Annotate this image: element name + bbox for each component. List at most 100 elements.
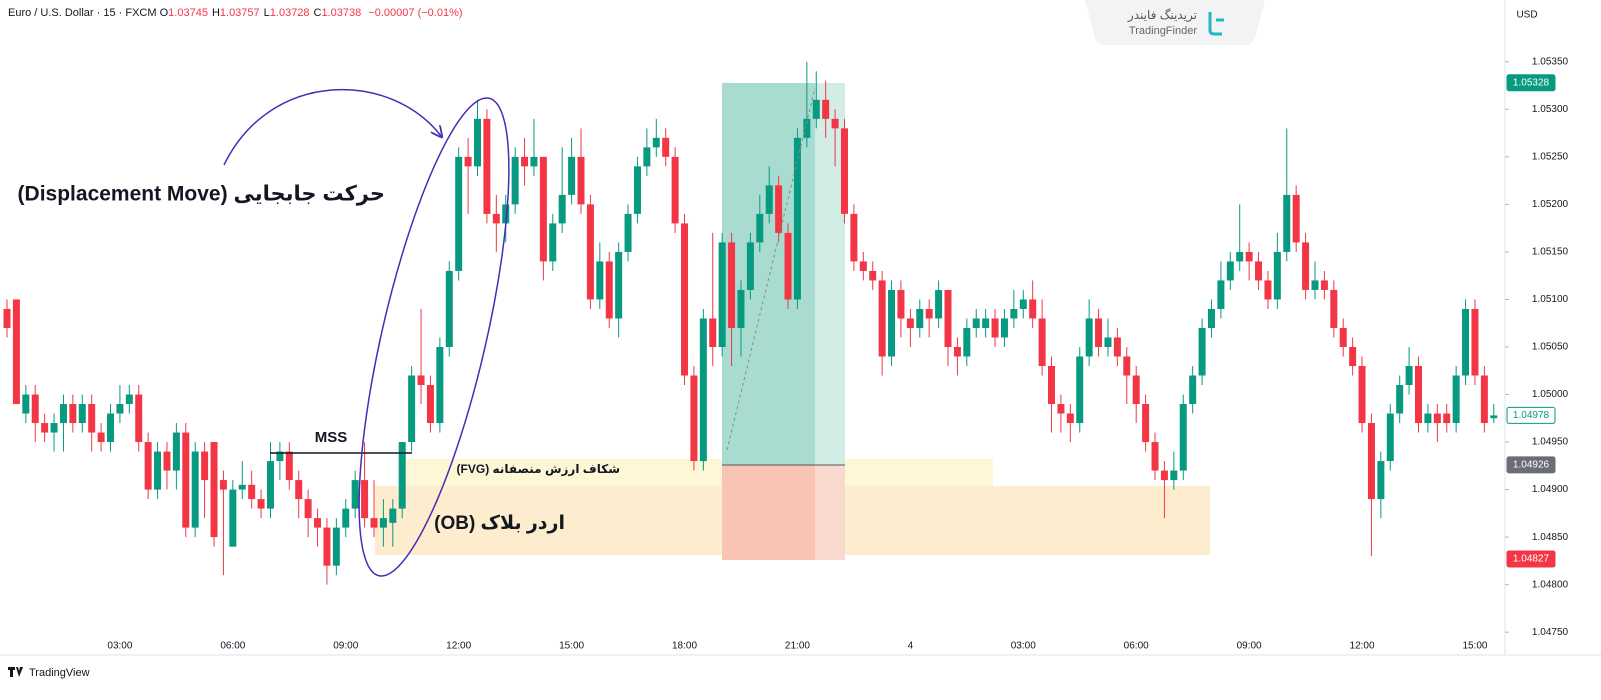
ohlc-value: 1.03738 xyxy=(321,7,362,19)
y-tick-label: 1.04950 xyxy=(1532,437,1569,448)
candle-body xyxy=(840,128,848,214)
candle-body xyxy=(1236,251,1244,262)
position-profit-extension xyxy=(815,83,845,465)
candle-body xyxy=(1076,356,1084,424)
candle-body xyxy=(991,318,999,338)
price-marker-label: 1.04926 xyxy=(1513,460,1550,471)
y-tick-label: 1.05350 xyxy=(1532,56,1569,67)
candle-body xyxy=(154,451,162,490)
candle-body xyxy=(982,318,990,328)
candle-body xyxy=(295,480,303,500)
candle-body xyxy=(342,508,350,528)
x-tick-label: 4 xyxy=(908,641,914,652)
candle-body xyxy=(859,261,867,271)
candle-body xyxy=(784,232,792,300)
currency: USD xyxy=(1516,10,1537,21)
candle-body xyxy=(1462,308,1470,376)
candle-body xyxy=(436,346,444,424)
candle-body xyxy=(417,375,425,386)
brand-fa: تریدینگ فایندر xyxy=(1127,8,1197,23)
candle-body xyxy=(972,318,980,328)
candle-body xyxy=(1151,442,1159,471)
watermark: تریدینگ فایندر TradingFinder xyxy=(1085,0,1265,45)
candle-body xyxy=(878,280,886,357)
candle-body xyxy=(229,489,237,547)
candle-body xyxy=(925,308,933,319)
candle-body xyxy=(1207,308,1215,328)
candle-body xyxy=(59,404,67,424)
candle-body xyxy=(746,242,754,290)
candle-body xyxy=(172,432,180,471)
position-loss-extension xyxy=(815,465,845,560)
brand-logo xyxy=(1208,12,1224,36)
candle-body xyxy=(850,213,858,262)
candle-body xyxy=(1283,194,1291,252)
drawings xyxy=(375,83,1210,560)
candle-body xyxy=(97,432,105,443)
candle-body xyxy=(897,289,905,319)
candle-body xyxy=(332,527,340,566)
symbol-header: Euro / U.S. Dollar · 15 · FXCM O1.03745 H… xyxy=(8,7,467,19)
displacement-label: حرکت جابجایی (Displacement Move) xyxy=(18,183,385,206)
candle-body xyxy=(266,461,274,509)
candle-body xyxy=(12,299,20,405)
candle-body xyxy=(624,213,632,252)
price-marker-label: 1.04978 xyxy=(1513,410,1550,421)
candle-body xyxy=(718,242,726,347)
trade-path xyxy=(726,87,816,451)
candle-body xyxy=(1245,251,1253,262)
candle-body xyxy=(22,394,30,414)
candle-body xyxy=(1349,346,1357,367)
price-marker-label: 1.04827 xyxy=(1513,554,1550,565)
candle-body xyxy=(633,166,641,214)
change: −0.00007 (−0.01%) xyxy=(368,7,463,19)
price-marker xyxy=(1506,74,1556,92)
candle-body xyxy=(539,156,547,262)
y-tick-label: 1.04750 xyxy=(1532,627,1569,638)
x-tick-label: 15:00 xyxy=(559,641,584,652)
x-tick-label: 06:00 xyxy=(220,641,245,652)
symbol: Euro / U.S. Dollar · 15 · FXCM xyxy=(8,7,157,19)
candle-body xyxy=(50,423,58,433)
candle-body xyxy=(1302,242,1310,290)
candle-body xyxy=(1029,299,1037,319)
x-tick-label: 06:00 xyxy=(1124,641,1149,652)
y-tick-label: 1.05100 xyxy=(1532,294,1569,305)
candle-body xyxy=(88,404,96,433)
candle-body xyxy=(1170,470,1178,481)
candle-body xyxy=(1367,423,1375,500)
candle-body xyxy=(671,156,679,224)
position-loss xyxy=(722,465,815,560)
y-tick-label: 1.05250 xyxy=(1532,151,1569,162)
ohlc-value: 1.03757 xyxy=(219,7,260,19)
y-tick-label: 1.04900 xyxy=(1532,484,1569,495)
watermark-box xyxy=(1085,0,1265,45)
candle-body xyxy=(1292,194,1300,243)
candle-body xyxy=(78,404,86,424)
candle-body xyxy=(1490,415,1498,419)
candle-body xyxy=(304,499,312,519)
x-tick-label: 12:00 xyxy=(446,641,471,652)
candle-body xyxy=(257,499,265,509)
candle-body xyxy=(1198,327,1206,376)
candle-body xyxy=(568,156,576,195)
candle-body xyxy=(831,118,839,129)
candle-body xyxy=(1480,375,1488,424)
candle-body xyxy=(1142,404,1150,443)
candle-body xyxy=(191,451,199,528)
candle-body xyxy=(1132,375,1140,405)
candle-body xyxy=(125,394,133,405)
candle-body xyxy=(577,156,585,205)
x-tick-label: 12:00 xyxy=(1350,641,1375,652)
candle-body xyxy=(502,204,510,224)
candle-body xyxy=(408,375,416,443)
candle-body xyxy=(1330,289,1338,328)
candle-body xyxy=(888,289,896,357)
x-tick-label: 18:00 xyxy=(672,641,697,652)
candle-body xyxy=(1048,366,1056,405)
y-tick-label: 1.05000 xyxy=(1532,389,1569,400)
candle-body xyxy=(1179,404,1187,471)
price-marker-label: 1.05328 xyxy=(1513,77,1550,88)
candle-body xyxy=(389,508,397,523)
candle-body xyxy=(1396,385,1404,414)
